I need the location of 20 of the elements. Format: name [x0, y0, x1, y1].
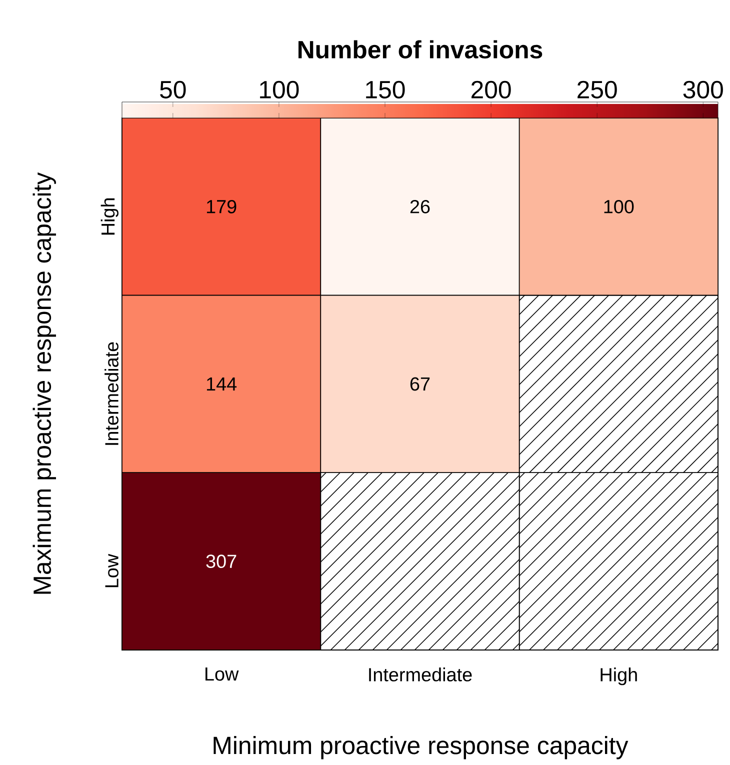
data-label: 100: [604, 200, 634, 214]
y-tick-label: High: [100, 198, 118, 235]
x-axis-title: Minimum proactive response capacity: [214, 736, 628, 760]
color-bar-label: 100: [260, 80, 299, 98]
data-label: 179: [206, 200, 236, 214]
y-tick-label: Low: [105, 554, 118, 588]
data-label: 307: [206, 554, 236, 568]
color-bar-label: 150: [366, 80, 405, 98]
color-bar-label: 300: [683, 80, 723, 98]
x-tick-label: Low: [206, 668, 239, 681]
color-bar-label: 50: [160, 80, 186, 98]
color-bar-title: Number of invasions: [298, 40, 542, 58]
color-bar-label: 200: [472, 80, 511, 98]
x-tick-label: Intermediate: [369, 668, 472, 682]
color-bar-label: 250: [578, 80, 617, 98]
x-tick-label: High: [600, 668, 637, 686]
y-tick-label: Intermediate: [104, 342, 118, 445]
data-label: 26: [410, 200, 430, 214]
data-label: 67: [410, 377, 430, 391]
y-axis-title: Maximum proactive response capacity: [32, 172, 56, 594]
